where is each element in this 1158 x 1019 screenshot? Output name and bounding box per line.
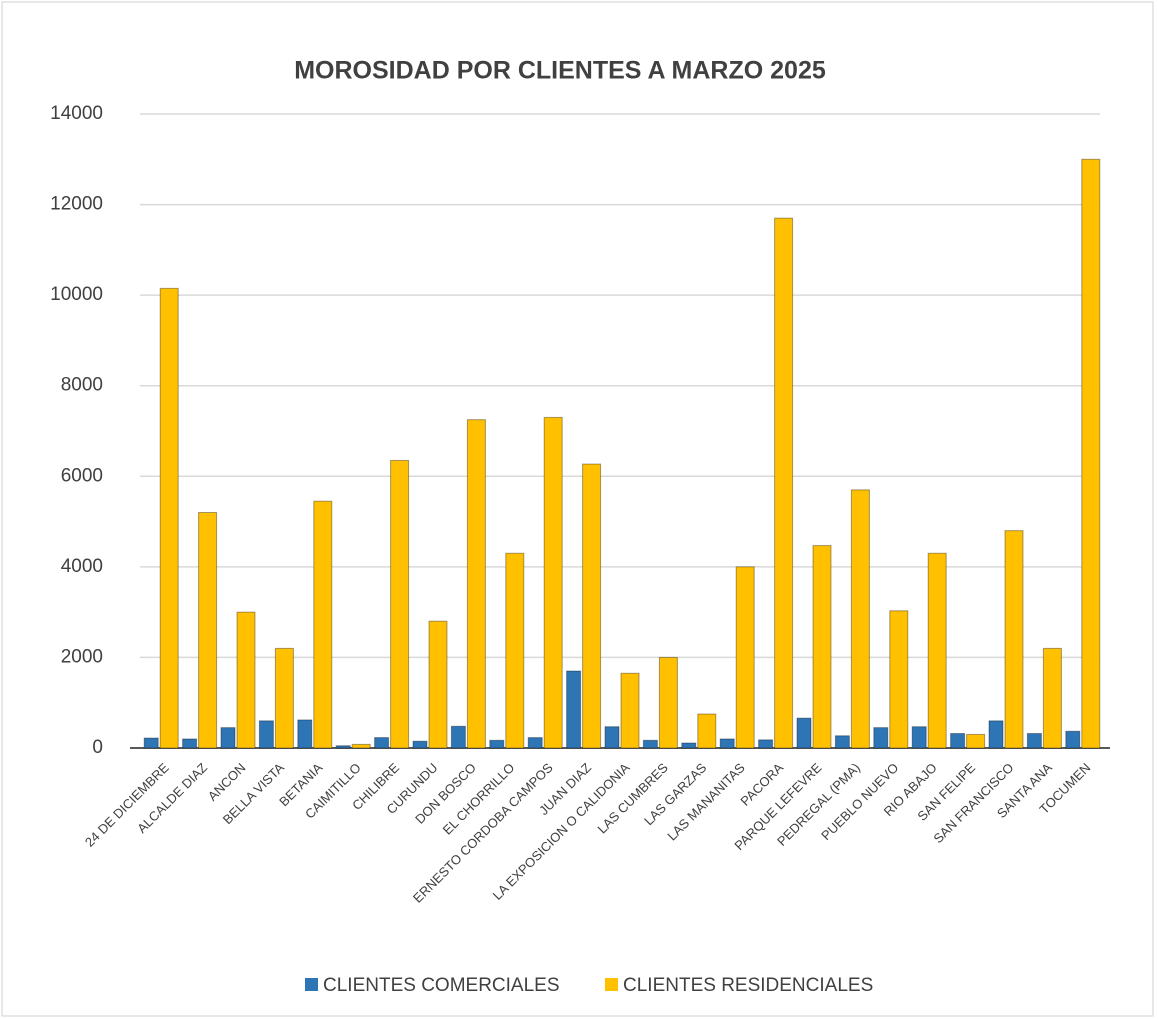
- bar: [1081, 158, 1101, 749]
- bar: [642, 739, 658, 749]
- legend-swatch: [605, 978, 618, 991]
- bar: [505, 552, 525, 749]
- y-tick-label: 10000: [50, 284, 103, 305]
- bar: [950, 733, 966, 749]
- bar: [988, 720, 1004, 749]
- bar: [527, 737, 543, 749]
- bar: [274, 647, 294, 749]
- bar: [220, 727, 236, 749]
- y-tick-label: 0: [92, 737, 103, 758]
- bar: [812, 545, 832, 749]
- bar: [850, 489, 870, 749]
- bar: [604, 726, 620, 749]
- bar: [159, 287, 179, 749]
- bar: [658, 656, 678, 749]
- bar: [198, 512, 218, 749]
- bar: [374, 737, 390, 749]
- bar: [911, 726, 927, 749]
- y-tick-label: 2000: [61, 646, 103, 667]
- bar: [1026, 733, 1042, 749]
- bar: [834, 735, 850, 749]
- bar: [182, 738, 198, 749]
- bar: [966, 733, 986, 749]
- bar: [1004, 530, 1024, 749]
- bar: [428, 620, 448, 749]
- y-tick-label: 14000: [50, 103, 103, 124]
- bar: [489, 739, 505, 749]
- bar: [143, 737, 159, 749]
- bar: [681, 742, 697, 749]
- y-tick-label: 8000: [61, 375, 103, 396]
- bar: [297, 719, 313, 749]
- y-tick-label: 6000: [61, 465, 103, 486]
- bar: [450, 725, 466, 749]
- bar: [796, 717, 812, 749]
- y-tick-label: 12000: [50, 194, 103, 215]
- bar: [758, 739, 774, 749]
- bar: [697, 713, 717, 749]
- bar: [1065, 730, 1081, 749]
- legend-label: CLIENTES COMERCIALES: [323, 975, 560, 996]
- bar: [236, 611, 256, 749]
- bar: [335, 745, 351, 749]
- bar: [774, 217, 794, 749]
- bar: [258, 720, 274, 749]
- bar: [620, 672, 640, 749]
- legend-label: CLIENTES RESIDENCIALES: [623, 975, 873, 996]
- bar: [543, 416, 563, 749]
- y-tick-label: 4000: [61, 556, 103, 577]
- bar: [873, 727, 889, 749]
- bar: [412, 740, 428, 749]
- legend-swatch: [305, 978, 318, 991]
- bar: [313, 500, 333, 749]
- bar: [582, 463, 602, 749]
- chart-title: MOROSIDAD POR CLIENTES A MARZO 2025: [294, 57, 826, 85]
- bar: [719, 738, 735, 749]
- bar: [390, 459, 410, 749]
- bar: [466, 419, 486, 749]
- bar: [927, 552, 947, 749]
- bar: [351, 743, 371, 749]
- bar: [735, 566, 755, 749]
- bar: [1042, 647, 1062, 749]
- bar: [889, 610, 909, 749]
- bar: [566, 670, 582, 749]
